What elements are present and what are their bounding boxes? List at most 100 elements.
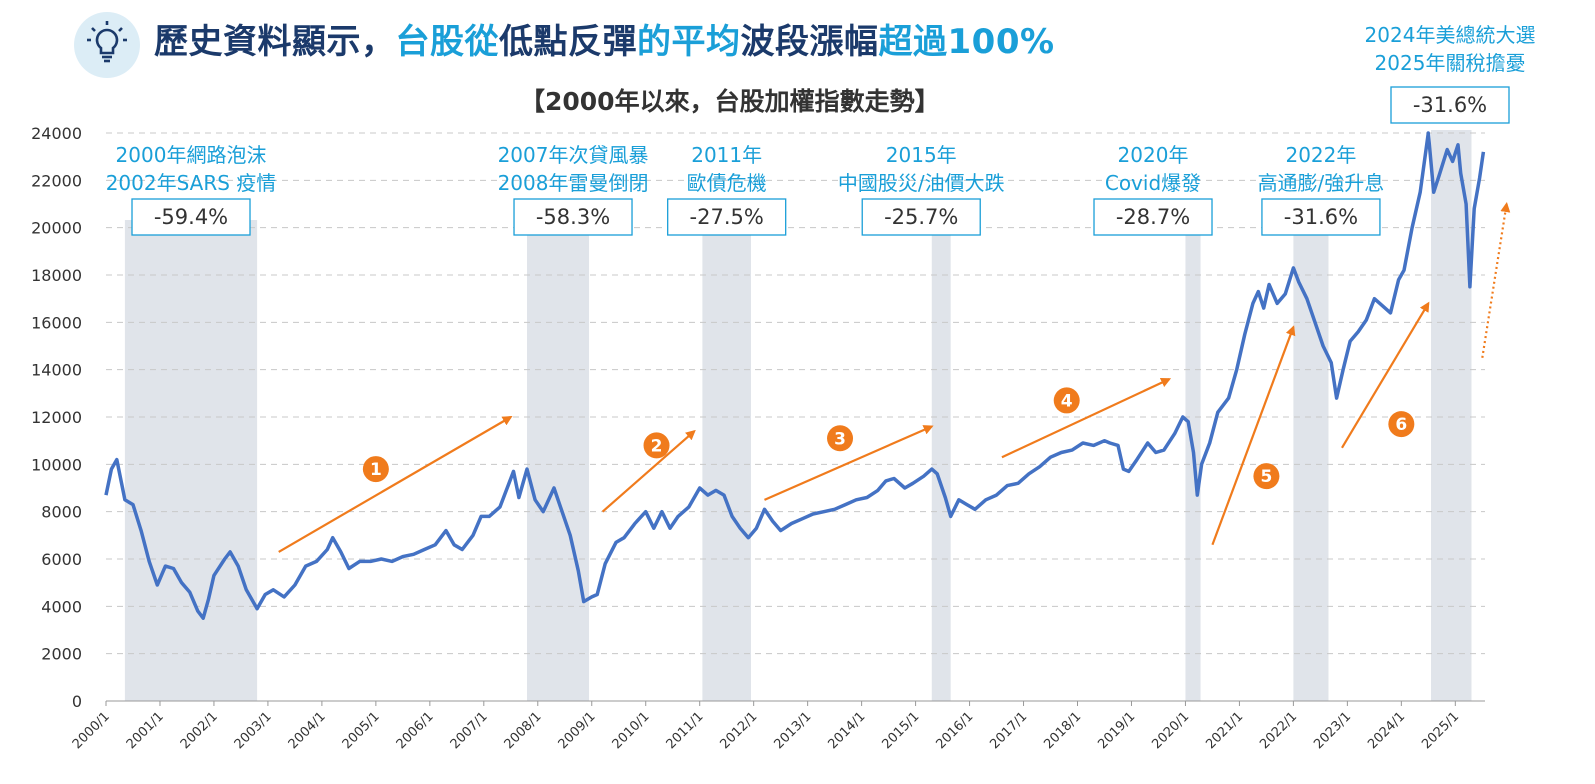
x-tick-label: 2003/1 bbox=[232, 709, 275, 752]
x-tick-label: 2019/1 bbox=[1095, 709, 1138, 752]
x-tick-label: 2022/1 bbox=[1257, 709, 1300, 752]
period-label: 2015年 bbox=[886, 143, 957, 167]
y-tick-label: 2000 bbox=[41, 645, 82, 664]
rebound-arrow bbox=[1341, 301, 1430, 449]
period-label: 歐債危機 bbox=[687, 171, 767, 195]
pct-value: -59.4% bbox=[154, 205, 228, 229]
title-part: 歷史資料顯示， bbox=[154, 22, 396, 62]
pct-box bbox=[513, 198, 633, 236]
rebound-number: 2 bbox=[651, 436, 663, 456]
x-tick-label: 2018/1 bbox=[1041, 709, 1084, 752]
rebound-number: 6 bbox=[1395, 415, 1407, 435]
y-tick-label: 22000 bbox=[31, 171, 82, 190]
pct-box bbox=[1390, 86, 1510, 124]
pct-value: -58.3% bbox=[536, 205, 610, 229]
y-tick-label: 0 bbox=[72, 692, 82, 711]
rebound-arrow bbox=[601, 429, 696, 513]
title-part: 超過100% bbox=[878, 22, 1055, 62]
x-tick-label: 2021/1 bbox=[1203, 709, 1246, 752]
lightbulb-icon bbox=[74, 12, 140, 78]
y-tick-label: 16000 bbox=[31, 313, 82, 332]
rebound-arrow bbox=[278, 415, 513, 553]
title-part: 的平均 bbox=[637, 22, 741, 62]
shaded-period bbox=[1293, 220, 1329, 701]
shaded-period bbox=[931, 220, 951, 701]
y-tick-label: 4000 bbox=[41, 597, 82, 616]
x-tick-label: 2024/1 bbox=[1365, 709, 1408, 752]
page-title: 歷史資料顯示，台股從低點反彈的平均波段漲幅超過100% bbox=[154, 14, 1055, 63]
shaded-period bbox=[702, 220, 751, 701]
period-label: 中國股災/油價大跌 bbox=[838, 171, 1005, 195]
y-tick-label: 12000 bbox=[31, 408, 82, 427]
x-tick-label: 2014/1 bbox=[825, 709, 868, 752]
period-label: 2007年次貸風暴 bbox=[498, 143, 649, 167]
rebound-number-badge bbox=[1388, 411, 1415, 438]
pct-value: -28.7% bbox=[1116, 205, 1190, 229]
period-label: 2008年雷曼倒閉 bbox=[498, 171, 649, 195]
shaded-period bbox=[124, 220, 258, 701]
pct-value: -31.6% bbox=[1413, 93, 1487, 117]
y-tick-label: 10000 bbox=[31, 455, 82, 474]
rebound-arrow bbox=[1001, 377, 1172, 459]
rebound-number-badge bbox=[643, 432, 670, 459]
x-tick-label: 2008/1 bbox=[502, 709, 545, 752]
shaded-period bbox=[526, 220, 590, 701]
x-tick-label: 2016/1 bbox=[933, 709, 976, 752]
y-tick-label: 14000 bbox=[31, 361, 82, 380]
x-tick-label: 2007/1 bbox=[448, 709, 491, 752]
pct-box bbox=[861, 198, 981, 236]
x-tick-label: 2009/1 bbox=[556, 709, 599, 752]
period-label: 高通膨/強升息 bbox=[1258, 171, 1385, 195]
y-tick-label: 24000 bbox=[31, 124, 82, 143]
rebound-number: 1 bbox=[370, 460, 382, 480]
pct-box bbox=[1261, 198, 1381, 236]
period-label: 2025年關稅擔憂 bbox=[1375, 51, 1526, 75]
period-label: 2011年 bbox=[691, 143, 762, 167]
chart-subtitle: 【2000年以來，台股加權指數走勢】 bbox=[520, 87, 940, 116]
period-label: 2002年SARS 疫情 bbox=[106, 171, 277, 195]
rebound-number: 3 bbox=[834, 429, 846, 449]
x-tick-label: 2002/1 bbox=[178, 709, 221, 752]
pct-value: -25.7% bbox=[884, 205, 958, 229]
pct-box bbox=[667, 198, 787, 236]
x-tick-label: 2006/1 bbox=[394, 709, 437, 752]
x-tick-label: 2015/1 bbox=[879, 709, 922, 752]
rebound-number-badge bbox=[827, 425, 854, 452]
x-tick-label: 2020/1 bbox=[1149, 709, 1192, 752]
rebound-number: 5 bbox=[1260, 467, 1272, 487]
rebound-arrow bbox=[1211, 325, 1296, 546]
period-label: 2022年 bbox=[1285, 143, 1356, 167]
y-tick-label: 8000 bbox=[41, 503, 82, 522]
period-label: Covid爆發 bbox=[1105, 171, 1201, 195]
title-part: 台股從 bbox=[395, 22, 499, 62]
rebound-number-badge bbox=[1253, 463, 1280, 490]
x-tick-label: 2025/1 bbox=[1419, 709, 1462, 752]
period-label: 2024年美總統大選 bbox=[1365, 23, 1536, 47]
rebound-number-badge bbox=[362, 456, 389, 483]
pct-value: -31.6% bbox=[1284, 205, 1358, 229]
title-part: 低點反彈 bbox=[499, 22, 637, 62]
y-tick-label: 20000 bbox=[31, 219, 82, 238]
y-tick-label: 18000 bbox=[31, 266, 82, 285]
rebound-arrow bbox=[764, 425, 934, 501]
pct-box bbox=[131, 198, 251, 236]
x-tick-label: 2004/1 bbox=[286, 709, 329, 752]
pct-box bbox=[1093, 198, 1213, 236]
rebound-number-badge bbox=[1053, 387, 1080, 414]
index-line bbox=[104, 131, 1486, 620]
x-tick-label: 2011/1 bbox=[664, 709, 707, 752]
title-part: 波段漲幅 bbox=[740, 22, 879, 62]
x-tick-label: 2023/1 bbox=[1311, 709, 1354, 752]
period-label: 2000年網路泡沫 bbox=[116, 143, 267, 167]
x-tick-label: 2000/1 bbox=[70, 709, 113, 752]
x-tick-label: 2001/1 bbox=[124, 709, 167, 752]
x-tick-label: 2010/1 bbox=[610, 709, 653, 752]
pct-value: -27.5% bbox=[690, 205, 764, 229]
x-tick-label: 2017/1 bbox=[987, 709, 1030, 752]
x-tick-label: 2012/1 bbox=[718, 709, 761, 752]
x-tick-label: 2005/1 bbox=[340, 709, 383, 752]
period-label: 2020年 bbox=[1118, 143, 1189, 167]
rebound-number: 4 bbox=[1061, 391, 1073, 411]
rebound-arrow bbox=[1481, 202, 1511, 359]
